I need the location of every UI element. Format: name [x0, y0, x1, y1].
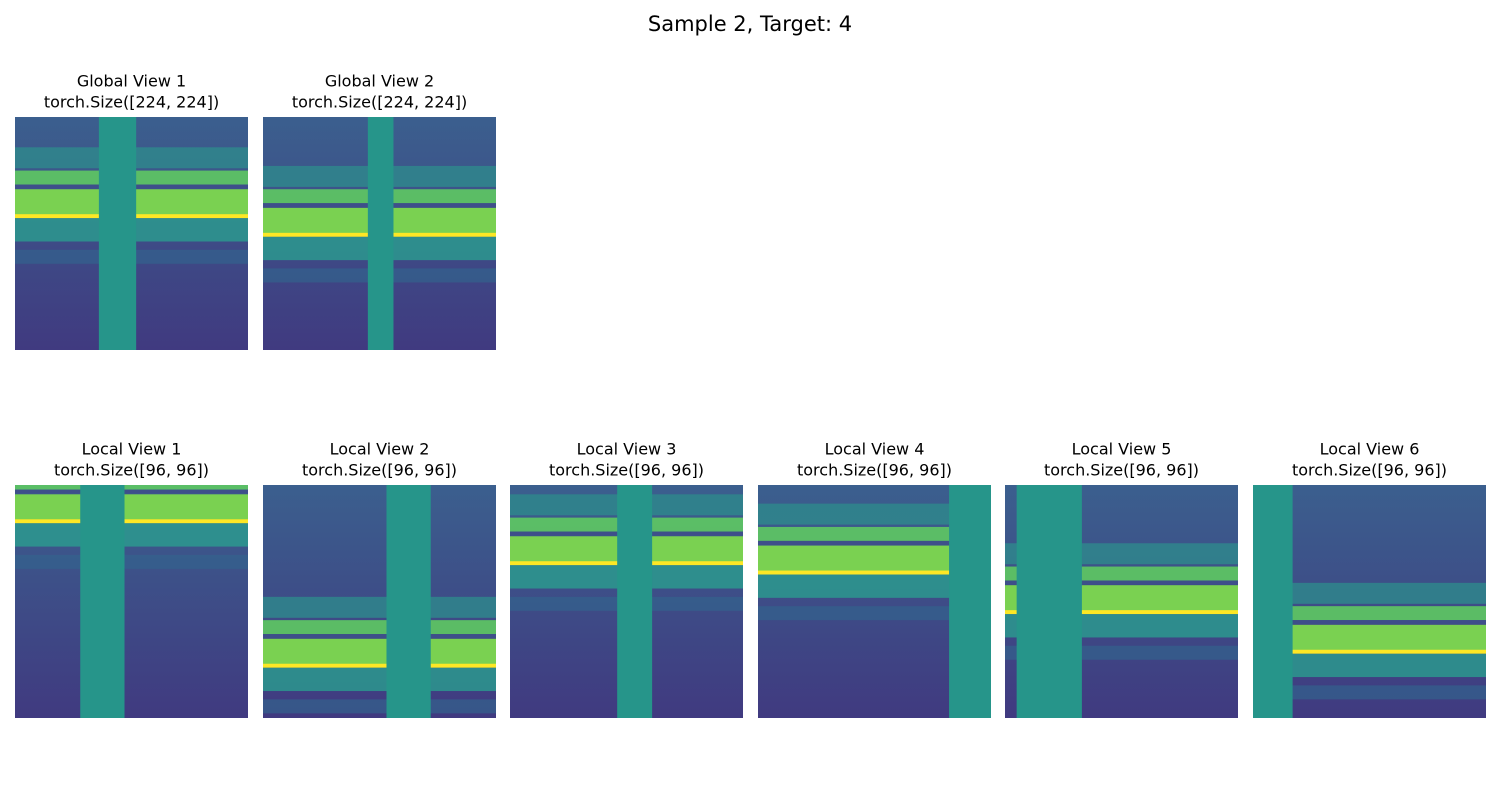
band	[1253, 606, 1486, 621]
band	[263, 620, 496, 635]
dark-line	[15, 489, 248, 494]
band	[1253, 653, 1486, 678]
band	[263, 638, 496, 667]
panel-size: torch.Size([96, 96])	[1292, 461, 1447, 480]
vertical-strip	[617, 485, 653, 718]
dark-line	[263, 634, 496, 639]
vertical-strip	[80, 485, 125, 718]
image	[263, 117, 496, 350]
band	[263, 667, 496, 692]
band	[263, 596, 496, 618]
image-content	[263, 485, 496, 718]
image-content	[263, 117, 496, 350]
dark-line	[1253, 620, 1486, 625]
band	[758, 503, 991, 525]
panel-size: torch.Size([96, 96])	[54, 461, 209, 480]
vertical-strip	[1016, 485, 1082, 718]
panel-title: Global View 2	[325, 72, 434, 91]
image	[510, 485, 743, 718]
image-content	[1253, 485, 1486, 718]
panel-size: torch.Size([224, 224])	[44, 93, 219, 112]
panel-title: Local View 5	[1072, 440, 1172, 459]
band	[758, 526, 991, 541]
image	[758, 485, 991, 718]
panel-size: torch.Size([96, 96])	[1044, 461, 1199, 480]
image	[15, 117, 248, 350]
panel-title: Global View 1	[77, 72, 186, 91]
vertical-strip	[367, 117, 394, 350]
image-content	[15, 117, 248, 350]
image-content	[1005, 485, 1238, 718]
band	[1253, 582, 1486, 604]
panel-title: Local View 2	[330, 440, 430, 459]
bright-line	[263, 663, 496, 668]
image	[15, 485, 248, 718]
bright-line	[1005, 610, 1238, 615]
band	[263, 699, 496, 714]
bright-line	[15, 519, 248, 524]
vertical-strip	[386, 485, 431, 718]
panel-title: Local View 6	[1320, 440, 1420, 459]
image	[1005, 485, 1238, 718]
dark-line	[758, 540, 991, 545]
band	[1253, 685, 1486, 700]
panel-title: Local View 3	[577, 440, 677, 459]
band	[15, 523, 248, 547]
panel-title: Local View 4	[825, 440, 925, 459]
image	[263, 485, 496, 718]
panel-title: Local View 1	[82, 440, 182, 459]
image-content	[510, 485, 743, 718]
band	[758, 606, 991, 621]
vertical-strip	[98, 117, 137, 350]
band	[758, 574, 991, 598]
panel-size: torch.Size([96, 96])	[549, 461, 704, 480]
panel-size: torch.Size([224, 224])	[292, 93, 467, 112]
image	[1253, 485, 1486, 718]
vertical-strip	[1253, 485, 1293, 718]
bright-line	[758, 570, 991, 575]
panel-size: torch.Size([96, 96])	[797, 461, 952, 480]
dark-line	[1005, 580, 1238, 585]
image-content	[15, 485, 248, 718]
band	[15, 485, 248, 490]
band	[15, 494, 248, 523]
panel-size: torch.Size([96, 96])	[302, 461, 457, 480]
figure-title: Sample 2, Target: 4	[648, 12, 852, 36]
vertical-strip	[949, 485, 991, 718]
image-content	[758, 485, 991, 718]
bright-line	[1253, 649, 1486, 654]
band	[15, 554, 248, 569]
